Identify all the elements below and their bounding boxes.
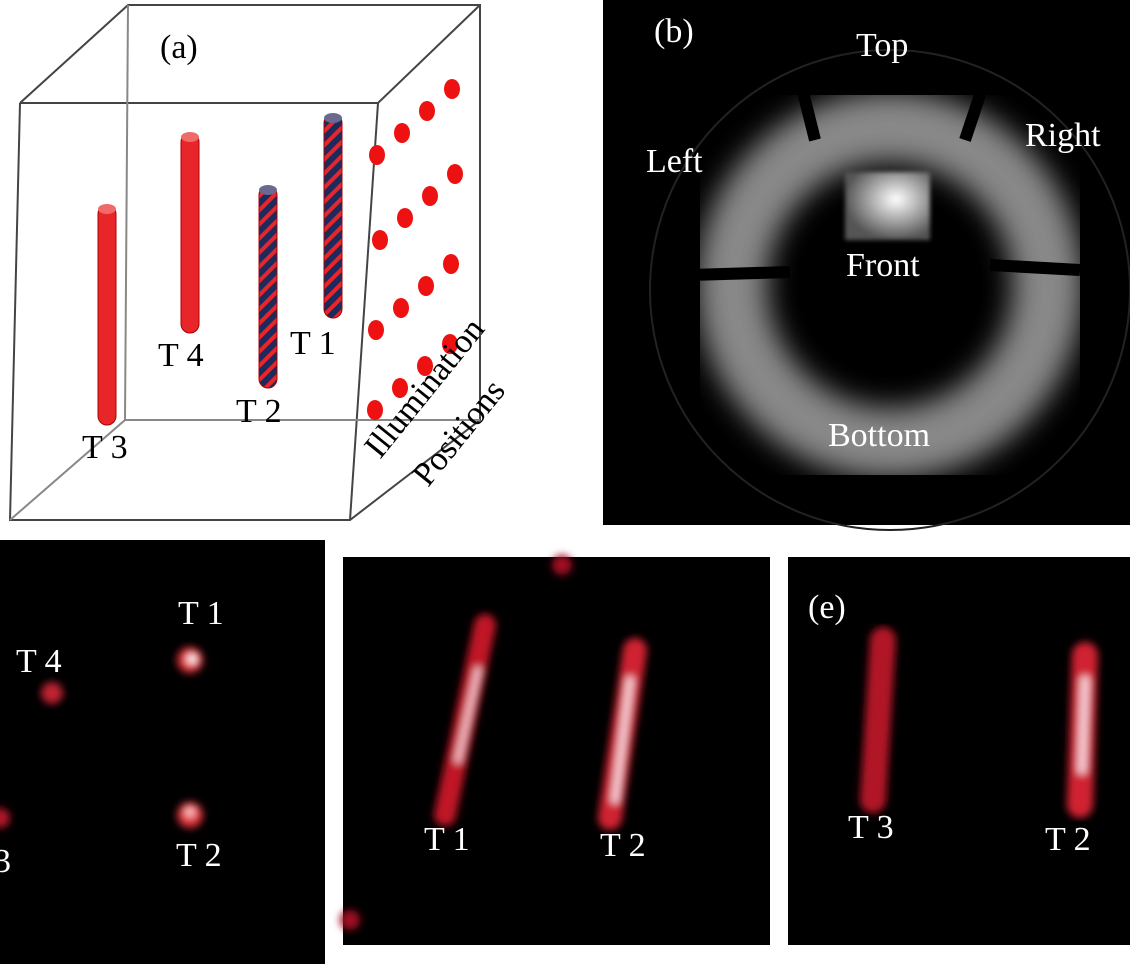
panel-a [10,5,480,520]
target-label: T 1 [178,595,224,632]
target-label: T 2 [600,827,646,864]
target-label: T 4 [16,643,62,680]
dot [444,79,460,99]
tube-cap [259,185,277,195]
tube [259,186,277,388]
dot [393,298,409,318]
dot [419,101,435,121]
panel-label: (b) [654,13,694,50]
view-label: Bottom [828,417,930,454]
tube [181,133,199,333]
view-label: Right [1025,117,1101,154]
dot [372,230,388,250]
tubes [98,113,342,425]
tube-cap [98,204,116,214]
target-label: T 3 [848,809,894,846]
view-label: Left [646,143,703,180]
target-label: T 2 [176,837,222,874]
tube [98,205,116,425]
view-label: Top [856,27,908,64]
dot [443,254,459,274]
panel-label: (d) [370,589,410,626]
tube-label: T 4 [158,337,204,374]
dot [447,164,463,184]
target-label: T 1 [424,821,470,858]
tube [324,114,342,318]
tube-cap [324,113,342,123]
panel-label: (e) [808,589,846,626]
view-label: Front [846,247,920,284]
panel-label: (a) [160,29,198,66]
dot [422,186,438,206]
tube-label: T 1 [290,325,336,362]
target-label: T 2 [1045,821,1091,858]
dot [368,320,384,340]
target-label: 3 [0,843,11,880]
tube-label: T 2 [236,393,282,430]
tube-label: T 3 [82,429,128,466]
dot [369,145,385,165]
panel-c [0,540,325,964]
figure: (a) T 1 T 2 T 3 T 4 Illumination Positio… [0,0,1130,964]
dot [394,123,410,143]
dot [418,276,434,296]
front-spot [845,172,930,240]
tube-cap [181,132,199,142]
dot [397,208,413,228]
